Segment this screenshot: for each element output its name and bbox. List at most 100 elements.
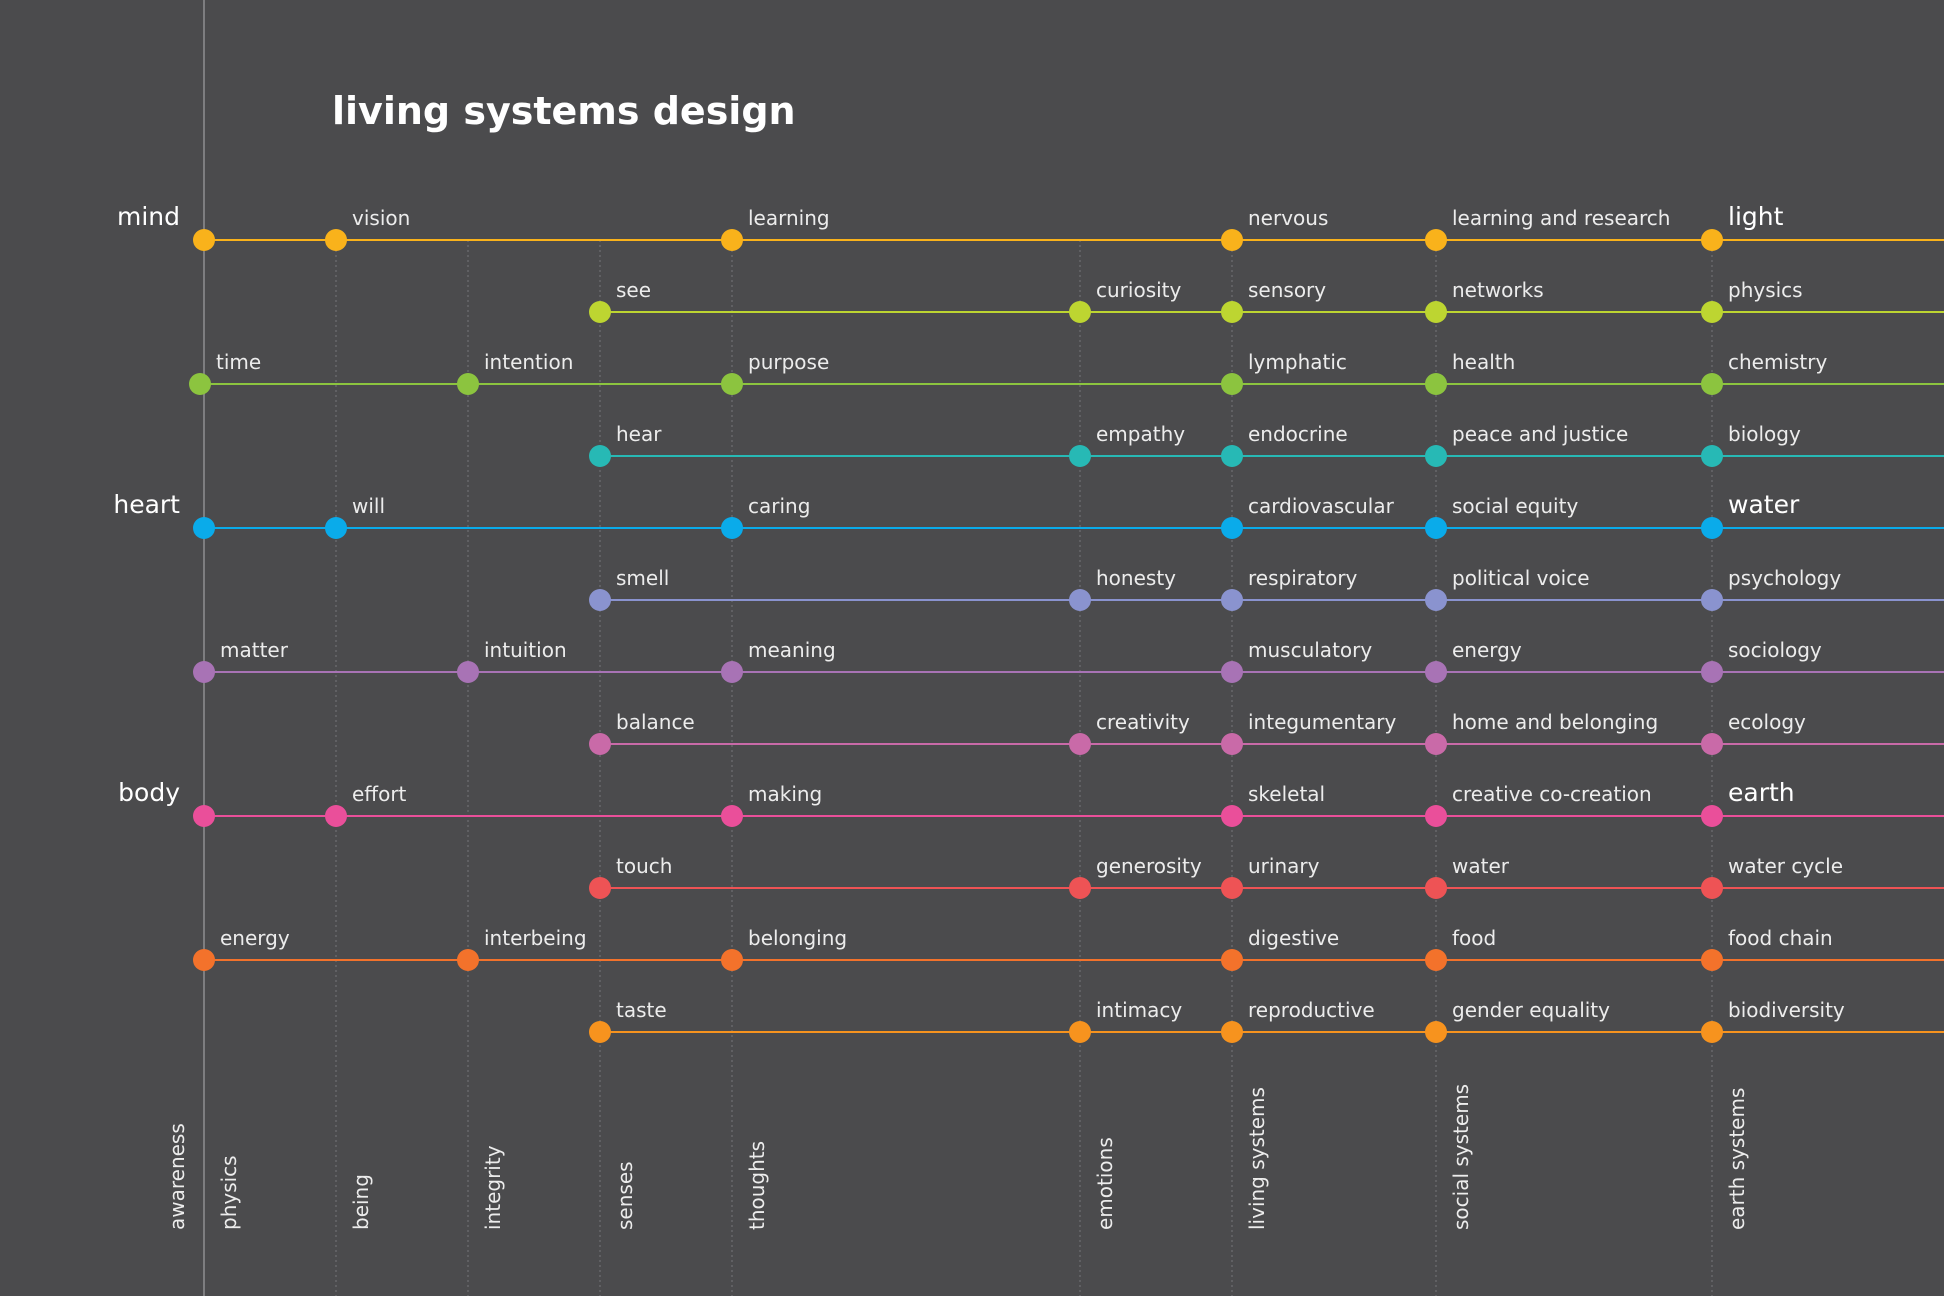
node-label: biodiversity	[1728, 998, 1845, 1022]
node-earth	[1701, 805, 1723, 827]
node-label: belonging	[748, 926, 847, 950]
node-label: matter	[220, 638, 289, 662]
node-social	[1425, 733, 1447, 755]
row-lines	[200, 239, 1944, 1033]
node-social	[1425, 445, 1447, 467]
node-label: sociology	[1728, 638, 1822, 662]
node-label: caring	[748, 494, 810, 518]
node-label: food chain	[1728, 926, 1833, 950]
node-thoughts	[721, 373, 743, 395]
node-thoughts	[721, 805, 743, 827]
node-emotions	[1069, 301, 1091, 323]
node-label: cardiovascular	[1248, 494, 1395, 518]
node-earth	[1701, 445, 1723, 467]
node-thoughts	[721, 517, 743, 539]
node-social	[1425, 517, 1447, 539]
node-senses	[589, 445, 611, 467]
column-guides	[203, 0, 1713, 1296]
node-label: health	[1452, 350, 1515, 374]
node-label: will	[352, 494, 385, 518]
node-earth	[1701, 877, 1723, 899]
node-social	[1425, 589, 1447, 611]
node-earth	[1701, 733, 1723, 755]
node-label: water	[1452, 854, 1510, 878]
node-label: learning	[748, 206, 830, 230]
node-label: making	[748, 782, 822, 806]
node-living	[1221, 1021, 1243, 1043]
node-being	[325, 229, 347, 251]
node-being	[325, 517, 347, 539]
node-living	[1221, 589, 1243, 611]
node-label: light	[1728, 202, 1784, 231]
group-label-heart: heart	[113, 490, 180, 519]
node-label: reproductive	[1248, 998, 1375, 1022]
node-label: integumentary	[1248, 710, 1397, 734]
node-emotions	[1069, 589, 1091, 611]
node-label: water	[1728, 490, 1800, 519]
node-label: respiratory	[1248, 566, 1358, 590]
node-earth	[1701, 949, 1723, 971]
node-social	[1425, 877, 1447, 899]
node-label: urinary	[1248, 854, 1320, 878]
node-social	[1425, 373, 1447, 395]
node-social	[1425, 1021, 1447, 1043]
node-social	[1425, 949, 1447, 971]
node-label: intention	[484, 350, 573, 374]
node-label: hear	[616, 422, 662, 446]
node-living	[1221, 733, 1243, 755]
node-social	[1425, 661, 1447, 683]
column-label-thoughts: thoughts	[745, 1141, 769, 1230]
node-label: earth	[1728, 778, 1795, 807]
node-label: smell	[616, 566, 669, 590]
node-label: curiosity	[1096, 278, 1182, 302]
node-label: intuition	[484, 638, 567, 662]
column-label-social: social systems	[1449, 1084, 1473, 1230]
node-label: honesty	[1096, 566, 1176, 590]
node-label: generosity	[1096, 854, 1202, 878]
column-labels: awareness physics being integrity senses thou…	[165, 1084, 1749, 1230]
node-emotions	[1069, 733, 1091, 755]
node-label: touch	[616, 854, 672, 878]
node-thoughts	[721, 661, 743, 683]
node-label: intimacy	[1096, 998, 1182, 1022]
node-label: physics	[1728, 278, 1803, 302]
node-senses	[589, 1021, 611, 1043]
node-label: meaning	[748, 638, 836, 662]
node-label: psychology	[1728, 566, 1841, 590]
column-label-physics: physics	[217, 1155, 241, 1230]
node-label: water cycle	[1728, 854, 1843, 878]
node-label: chemistry	[1728, 350, 1828, 374]
node-living	[1221, 373, 1243, 395]
node-emotions	[1069, 445, 1091, 467]
node-senses	[589, 589, 611, 611]
node-labels: vision learning nervous learning and resear…	[216, 202, 1845, 1022]
node-markers	[189, 229, 1723, 1043]
node-label: learning and research	[1452, 206, 1670, 230]
node-social	[1425, 805, 1447, 827]
node-living	[1221, 949, 1243, 971]
column-label-awareness: awareness	[165, 1123, 189, 1230]
node-awareness	[193, 517, 215, 539]
node-being	[325, 805, 347, 827]
node-label: energy	[220, 926, 290, 950]
node-label: home and belonging	[1452, 710, 1658, 734]
node-label: vision	[352, 206, 410, 230]
column-label-emotions: emotions	[1093, 1137, 1117, 1230]
node-emotions	[1069, 877, 1091, 899]
node-label: purpose	[748, 350, 829, 374]
node-living	[1221, 661, 1243, 683]
column-label-earth: earth systems	[1725, 1088, 1749, 1230]
node-integrity	[457, 661, 479, 683]
node-integrity	[457, 949, 479, 971]
node-label: balance	[616, 710, 695, 734]
node-label: effort	[352, 782, 407, 806]
node-living	[1221, 445, 1243, 467]
node-label: peace and justice	[1452, 422, 1628, 446]
node-label: creativity	[1096, 710, 1190, 734]
node-label: political voice	[1452, 566, 1590, 590]
node-label: see	[616, 278, 651, 302]
diagram-title: living systems design	[332, 89, 796, 133]
column-label-living: living systems	[1245, 1087, 1269, 1230]
node-thoughts	[721, 949, 743, 971]
